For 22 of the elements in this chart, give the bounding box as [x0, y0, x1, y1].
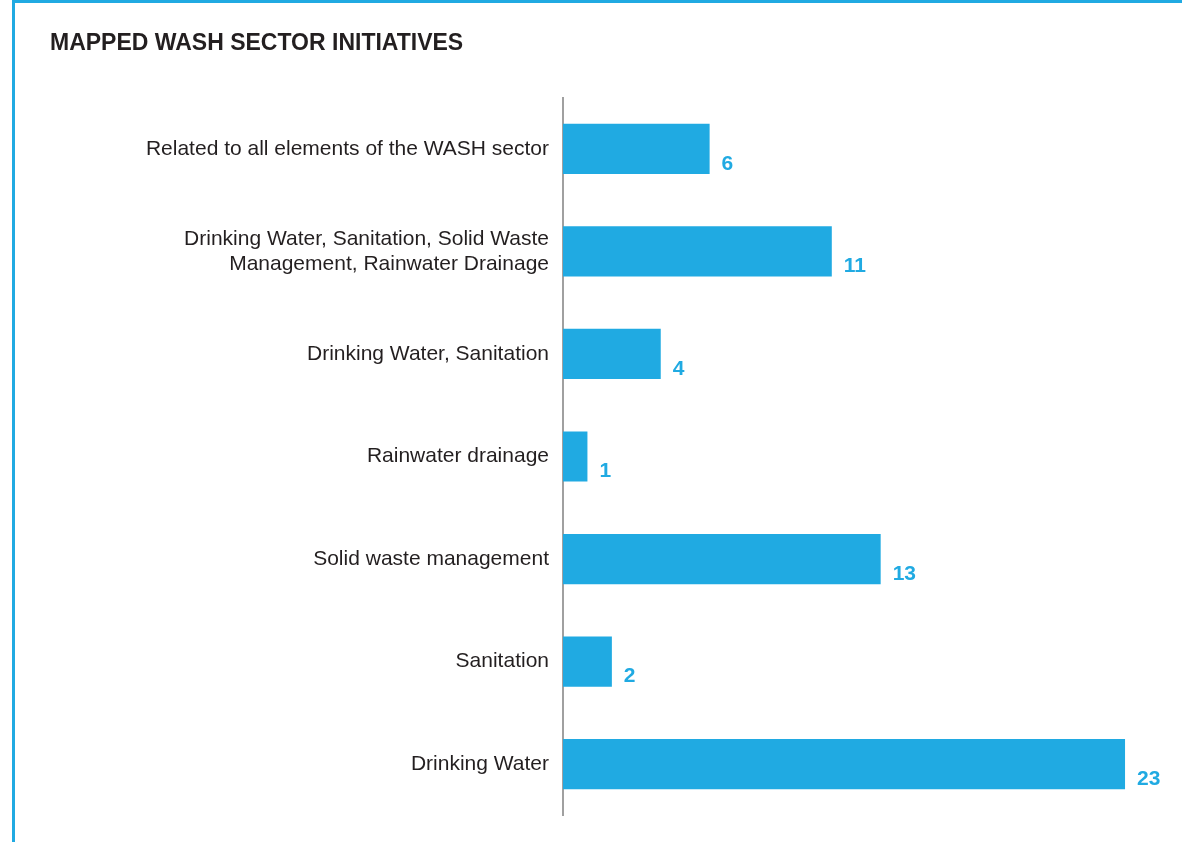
data-label: 23	[1137, 765, 1161, 789]
bar	[563, 431, 588, 482]
bar	[563, 328, 661, 380]
y-tick-label: Drinking Water	[410, 750, 549, 774]
text: MAPPED WASH SECTOR INITIATIVES	[50, 29, 464, 56]
data-label: 11	[843, 253, 867, 277]
data-label: 4	[672, 355, 685, 379]
data-label: 13	[892, 560, 917, 584]
data-label: 6	[721, 150, 734, 174]
data-label: 2	[623, 663, 636, 687]
data-label: 1	[599, 458, 612, 482]
y-tick-label: Drinking Water, Sanitation, Solid Waste Management, Rainwater Drainage	[184, 225, 549, 274]
bar	[563, 123, 710, 174]
y-tick-label: Sanitation	[455, 648, 549, 672]
bar	[563, 226, 832, 277]
y-tick-label: Drinking Water, Sanitation	[306, 340, 549, 364]
bar	[563, 533, 881, 585]
y-tick-label: Rainwater drainage	[366, 443, 549, 467]
bar	[563, 636, 612, 687]
y-tick-label: Solid waste management	[313, 545, 550, 569]
bar	[563, 739, 1126, 790]
y-tick-label: Related to all elements of the WASH sector	[145, 135, 549, 159]
